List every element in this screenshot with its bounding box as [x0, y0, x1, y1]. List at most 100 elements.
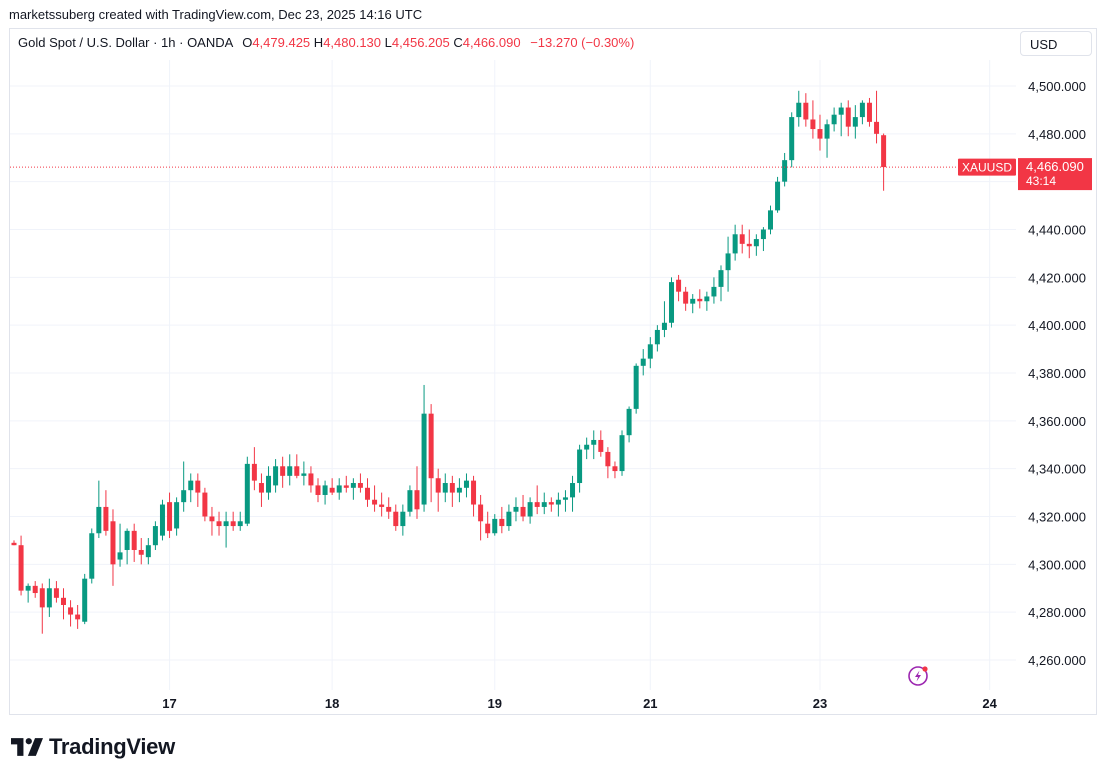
candle-body [273, 466, 279, 486]
candle-body [442, 483, 448, 493]
candle [138, 538, 144, 565]
currency-button[interactable]: USD [1020, 31, 1092, 56]
legend-open-value: 4,479.425 [252, 35, 311, 50]
tradingview-logo[interactable]: TradingView [11, 734, 175, 760]
legend-close-label: C [453, 35, 463, 50]
candle-body [25, 585, 31, 591]
candle [838, 102, 844, 137]
candle [478, 494, 484, 541]
candle-body [746, 243, 752, 247]
candle-body [760, 229, 766, 240]
candle [796, 90, 802, 127]
candle [775, 176, 781, 213]
candle [767, 205, 773, 235]
candle [209, 506, 215, 536]
candle-body [782, 160, 788, 182]
candle-body [584, 444, 590, 450]
candle [280, 456, 286, 488]
candle-body [859, 102, 865, 118]
candle-body [711, 286, 717, 297]
candle-body [75, 614, 81, 620]
candle [414, 466, 420, 519]
candle [584, 437, 590, 460]
candle [159, 499, 165, 541]
candle [266, 466, 272, 500]
candle-body [421, 413, 427, 505]
candle [46, 578, 52, 617]
candle [527, 497, 533, 524]
candle-body [520, 506, 526, 517]
candle [471, 475, 477, 517]
candle-body [732, 234, 738, 254]
candle [167, 492, 173, 539]
candle-body [60, 597, 66, 605]
candle [442, 473, 448, 503]
lightning-icon[interactable] [908, 666, 928, 686]
candle-body [817, 129, 823, 139]
candle-body [372, 499, 378, 505]
candle [845, 100, 851, 137]
candle [506, 504, 512, 531]
candle-body [605, 451, 611, 467]
candle [654, 325, 660, 352]
candle-body [152, 526, 158, 546]
price-tag: XAUUSD 4,466.090 43:14 [958, 158, 1092, 191]
candle-body [866, 102, 872, 122]
candle-body [407, 490, 413, 512]
price-tag-price: 4,466.090 [1026, 159, 1084, 174]
candle-body [647, 344, 653, 359]
candle [831, 107, 837, 132]
candle-body [174, 502, 180, 529]
candle-body [810, 119, 816, 130]
candle-body [796, 102, 802, 118]
candle [322, 480, 328, 505]
candle-body [704, 296, 710, 302]
candle-body [831, 114, 837, 125]
candle-body [506, 511, 512, 527]
candle [273, 459, 279, 493]
y-tick-label: 4,360.000 [1028, 414, 1086, 429]
candle [570, 475, 576, 512]
candle-body [697, 298, 703, 302]
created-by-line: marketssuberg created with TradingView.c… [9, 7, 423, 22]
y-tick-label: 4,380.000 [1028, 366, 1086, 381]
candle-body [244, 463, 250, 524]
candle-body [541, 502, 547, 507]
candle-body [683, 291, 689, 304]
candle-body [315, 485, 321, 495]
candle-body [103, 506, 109, 531]
candle-body [725, 253, 731, 271]
candle [152, 521, 158, 550]
candle [591, 430, 597, 460]
candle-body [654, 329, 660, 345]
candle-body [266, 475, 272, 493]
candle-body [82, 578, 88, 622]
candle-body [845, 107, 851, 127]
candle-body [294, 466, 300, 476]
candle [372, 485, 378, 512]
candle [626, 406, 632, 443]
candle-body [449, 483, 455, 493]
candle-body [789, 117, 795, 161]
chart-frame[interactable] [9, 28, 1097, 715]
candle [633, 363, 639, 414]
candle [817, 114, 823, 151]
candle [421, 384, 427, 512]
candle [117, 523, 123, 567]
candle-body [68, 607, 74, 615]
candle-body [478, 504, 484, 522]
candle-body [258, 483, 264, 493]
candle-body [159, 504, 165, 536]
candle-body [393, 511, 399, 527]
x-tick-label: 21 [643, 696, 657, 711]
candle-body [110, 521, 116, 565]
candle [237, 511, 243, 531]
candle-body [400, 511, 406, 527]
candle [753, 234, 759, 256]
candle-body [181, 490, 187, 503]
candle [661, 301, 667, 338]
candle [357, 473, 363, 493]
y-tick-label: 4,440.000 [1028, 223, 1086, 238]
candle [534, 485, 540, 515]
